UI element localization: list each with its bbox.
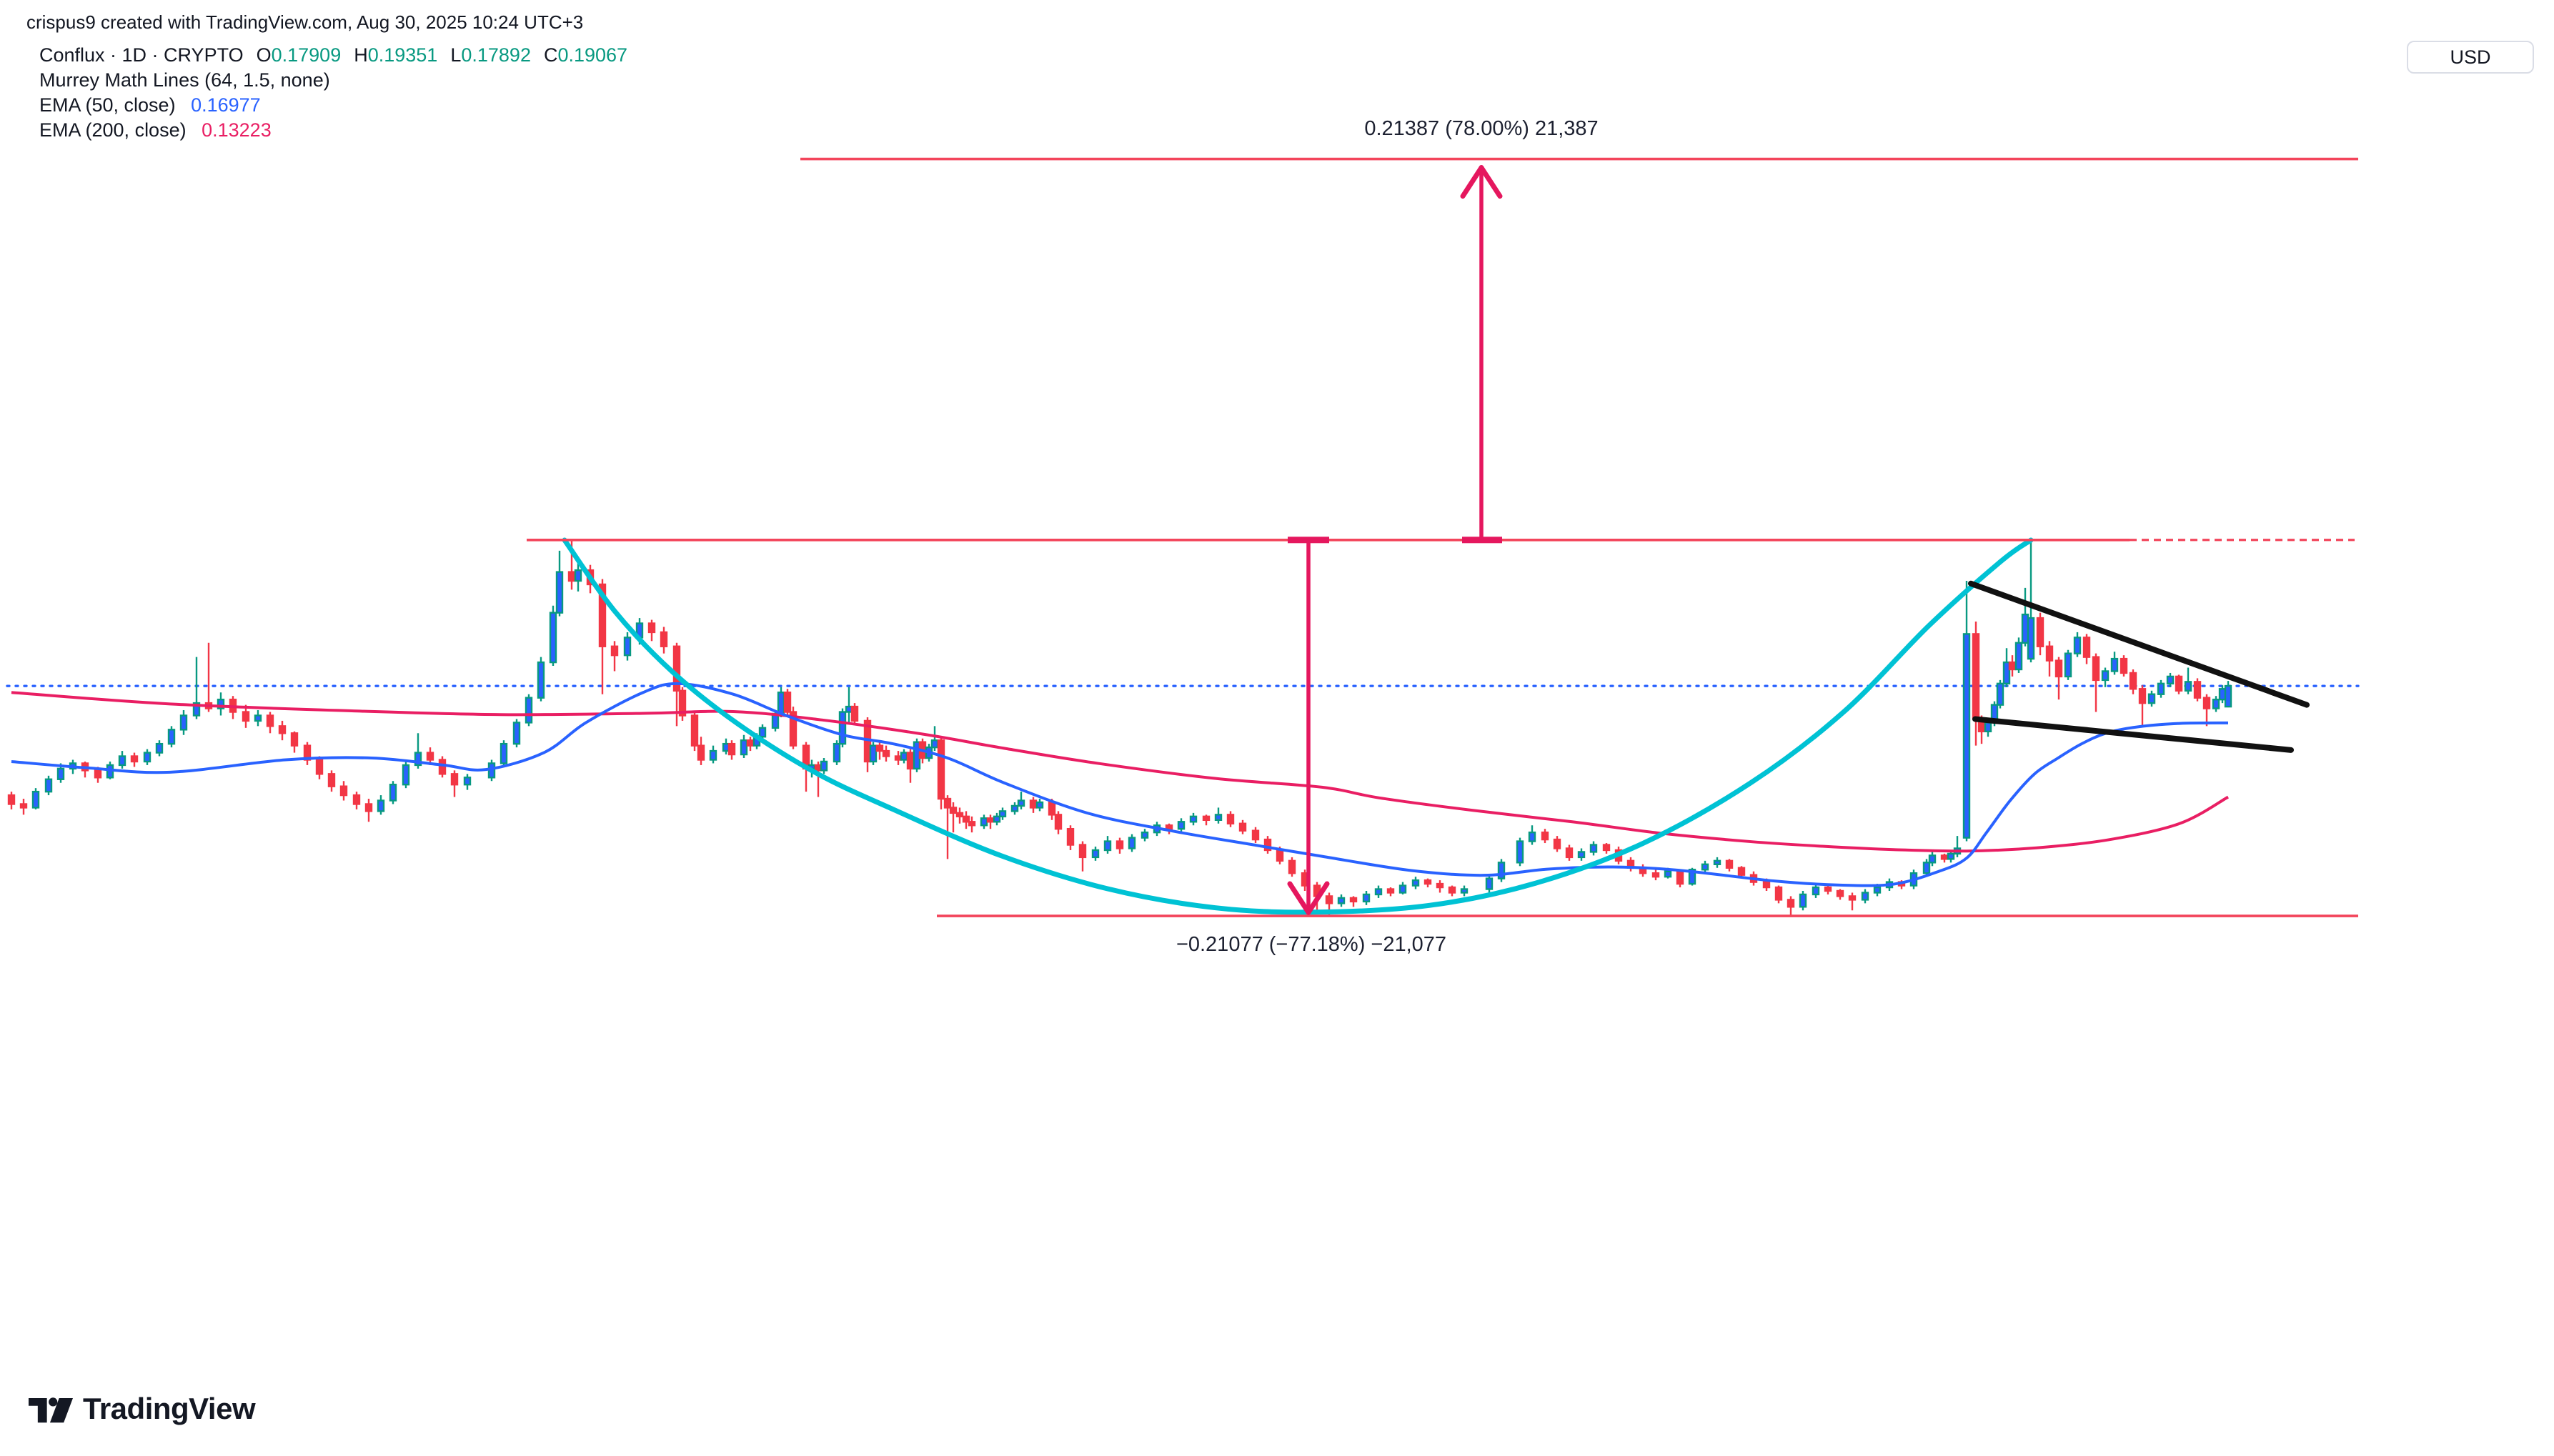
ema200-value: 0.13223 [202,119,272,141]
tradingview-logo-icon [29,1397,73,1423]
ohlc-value: 0.17909 [271,44,342,66]
ohlc-key: H [354,44,368,66]
ohlc-value: 0.17892 [461,44,531,66]
ema50-value: 0.16977 [191,94,261,116]
indicator-ema50-row[interactable]: EMA (50, close) 0.16977 [39,93,627,118]
ohlc-key: L [450,44,462,66]
tradingview-logo[interactable]: TradingView [29,1392,256,1426]
ema200-line [11,691,2229,853]
measure-arrows [1287,165,1503,915]
candles [7,539,2232,916]
ohlc-values: O0.17909 H0.19351 L0.17892 C0.19067 [244,44,627,66]
black-trendlines [1968,580,2310,753]
indicator-murrey-row[interactable]: Murrey Math Lines (64, 1.5, none) [39,69,330,91]
indicator-ema200-row[interactable]: EMA (200, close) 0.13223 [39,118,627,143]
symbol-title: Conflux · 1D · CRYPTO [39,44,244,66]
ohlc-key: C [543,44,558,66]
ema200-label: EMA (200, close) [39,119,187,141]
cyan-arc-curve [562,537,2034,915]
measure-down-label: −0.21077 (−77.18%) −21,077 [1176,933,1447,956]
attribution-text: crispus9 created with TradingView.com, A… [26,11,584,33]
symbol-row[interactable]: Conflux · 1D · CRYPTO O0.17909 H0.19351 L0.… [39,43,627,68]
ohlc-value: 0.19351 [367,44,438,66]
ema50-line [11,682,2229,887]
tradingview-wordmark: TradingView [83,1392,256,1425]
ohlc-value: 0.19067 [557,44,628,66]
horizontal-lines [527,157,2358,917]
ema50-label: EMA (50, close) [39,94,176,116]
chart-legend: Conflux · 1D · CRYPTO O0.17909 H0.19351 L0.… [39,43,627,143]
measure-up-label: 0.21387 (78.00%) 21,387 [1364,117,1599,140]
currency-toggle-button[interactable]: USD [2407,41,2534,74]
ohlc-key: O [256,44,272,66]
